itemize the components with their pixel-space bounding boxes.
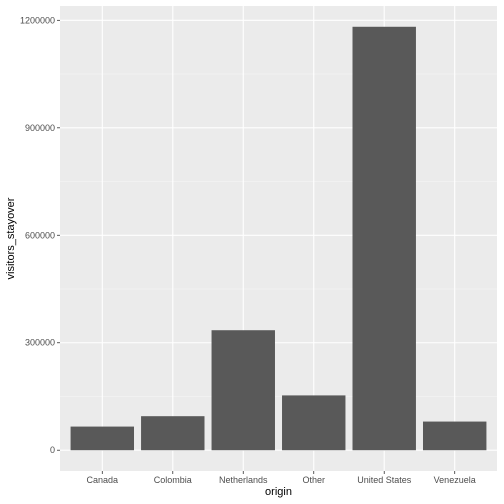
bar-colombia xyxy=(141,416,205,451)
plot-panel xyxy=(60,6,497,471)
y-axis-title: visitors_stayover xyxy=(5,197,17,279)
bar-netherlands xyxy=(211,330,275,451)
x-tick-label: Canada xyxy=(87,475,119,485)
bar-venezuela xyxy=(422,421,487,451)
minor-gridlines xyxy=(60,73,497,397)
x-tick-label: Netherlands xyxy=(219,475,268,485)
bar-united-states xyxy=(352,26,416,451)
y-axis: 0 300000 600000 900000 1200000 xyxy=(20,15,60,455)
y-tick-label: 600000 xyxy=(25,230,55,240)
bars xyxy=(70,26,487,451)
bar-other xyxy=(282,395,346,451)
x-tick-label: Colombia xyxy=(154,475,192,485)
x-tick-label: Venezuela xyxy=(434,475,476,485)
y-tick-label: 900000 xyxy=(25,123,55,133)
y-tick-label: 1200000 xyxy=(20,15,55,25)
x-tick-label: United States xyxy=(357,475,412,485)
y-tick-label: 0 xyxy=(50,445,55,455)
x-tick-label: Other xyxy=(302,475,325,485)
bar-canada xyxy=(70,426,135,451)
x-axis: Canada Colombia Netherlands Other United Sta… xyxy=(87,471,476,485)
y-tick-label: 300000 xyxy=(25,338,55,348)
x-axis-title: origin xyxy=(265,486,292,498)
